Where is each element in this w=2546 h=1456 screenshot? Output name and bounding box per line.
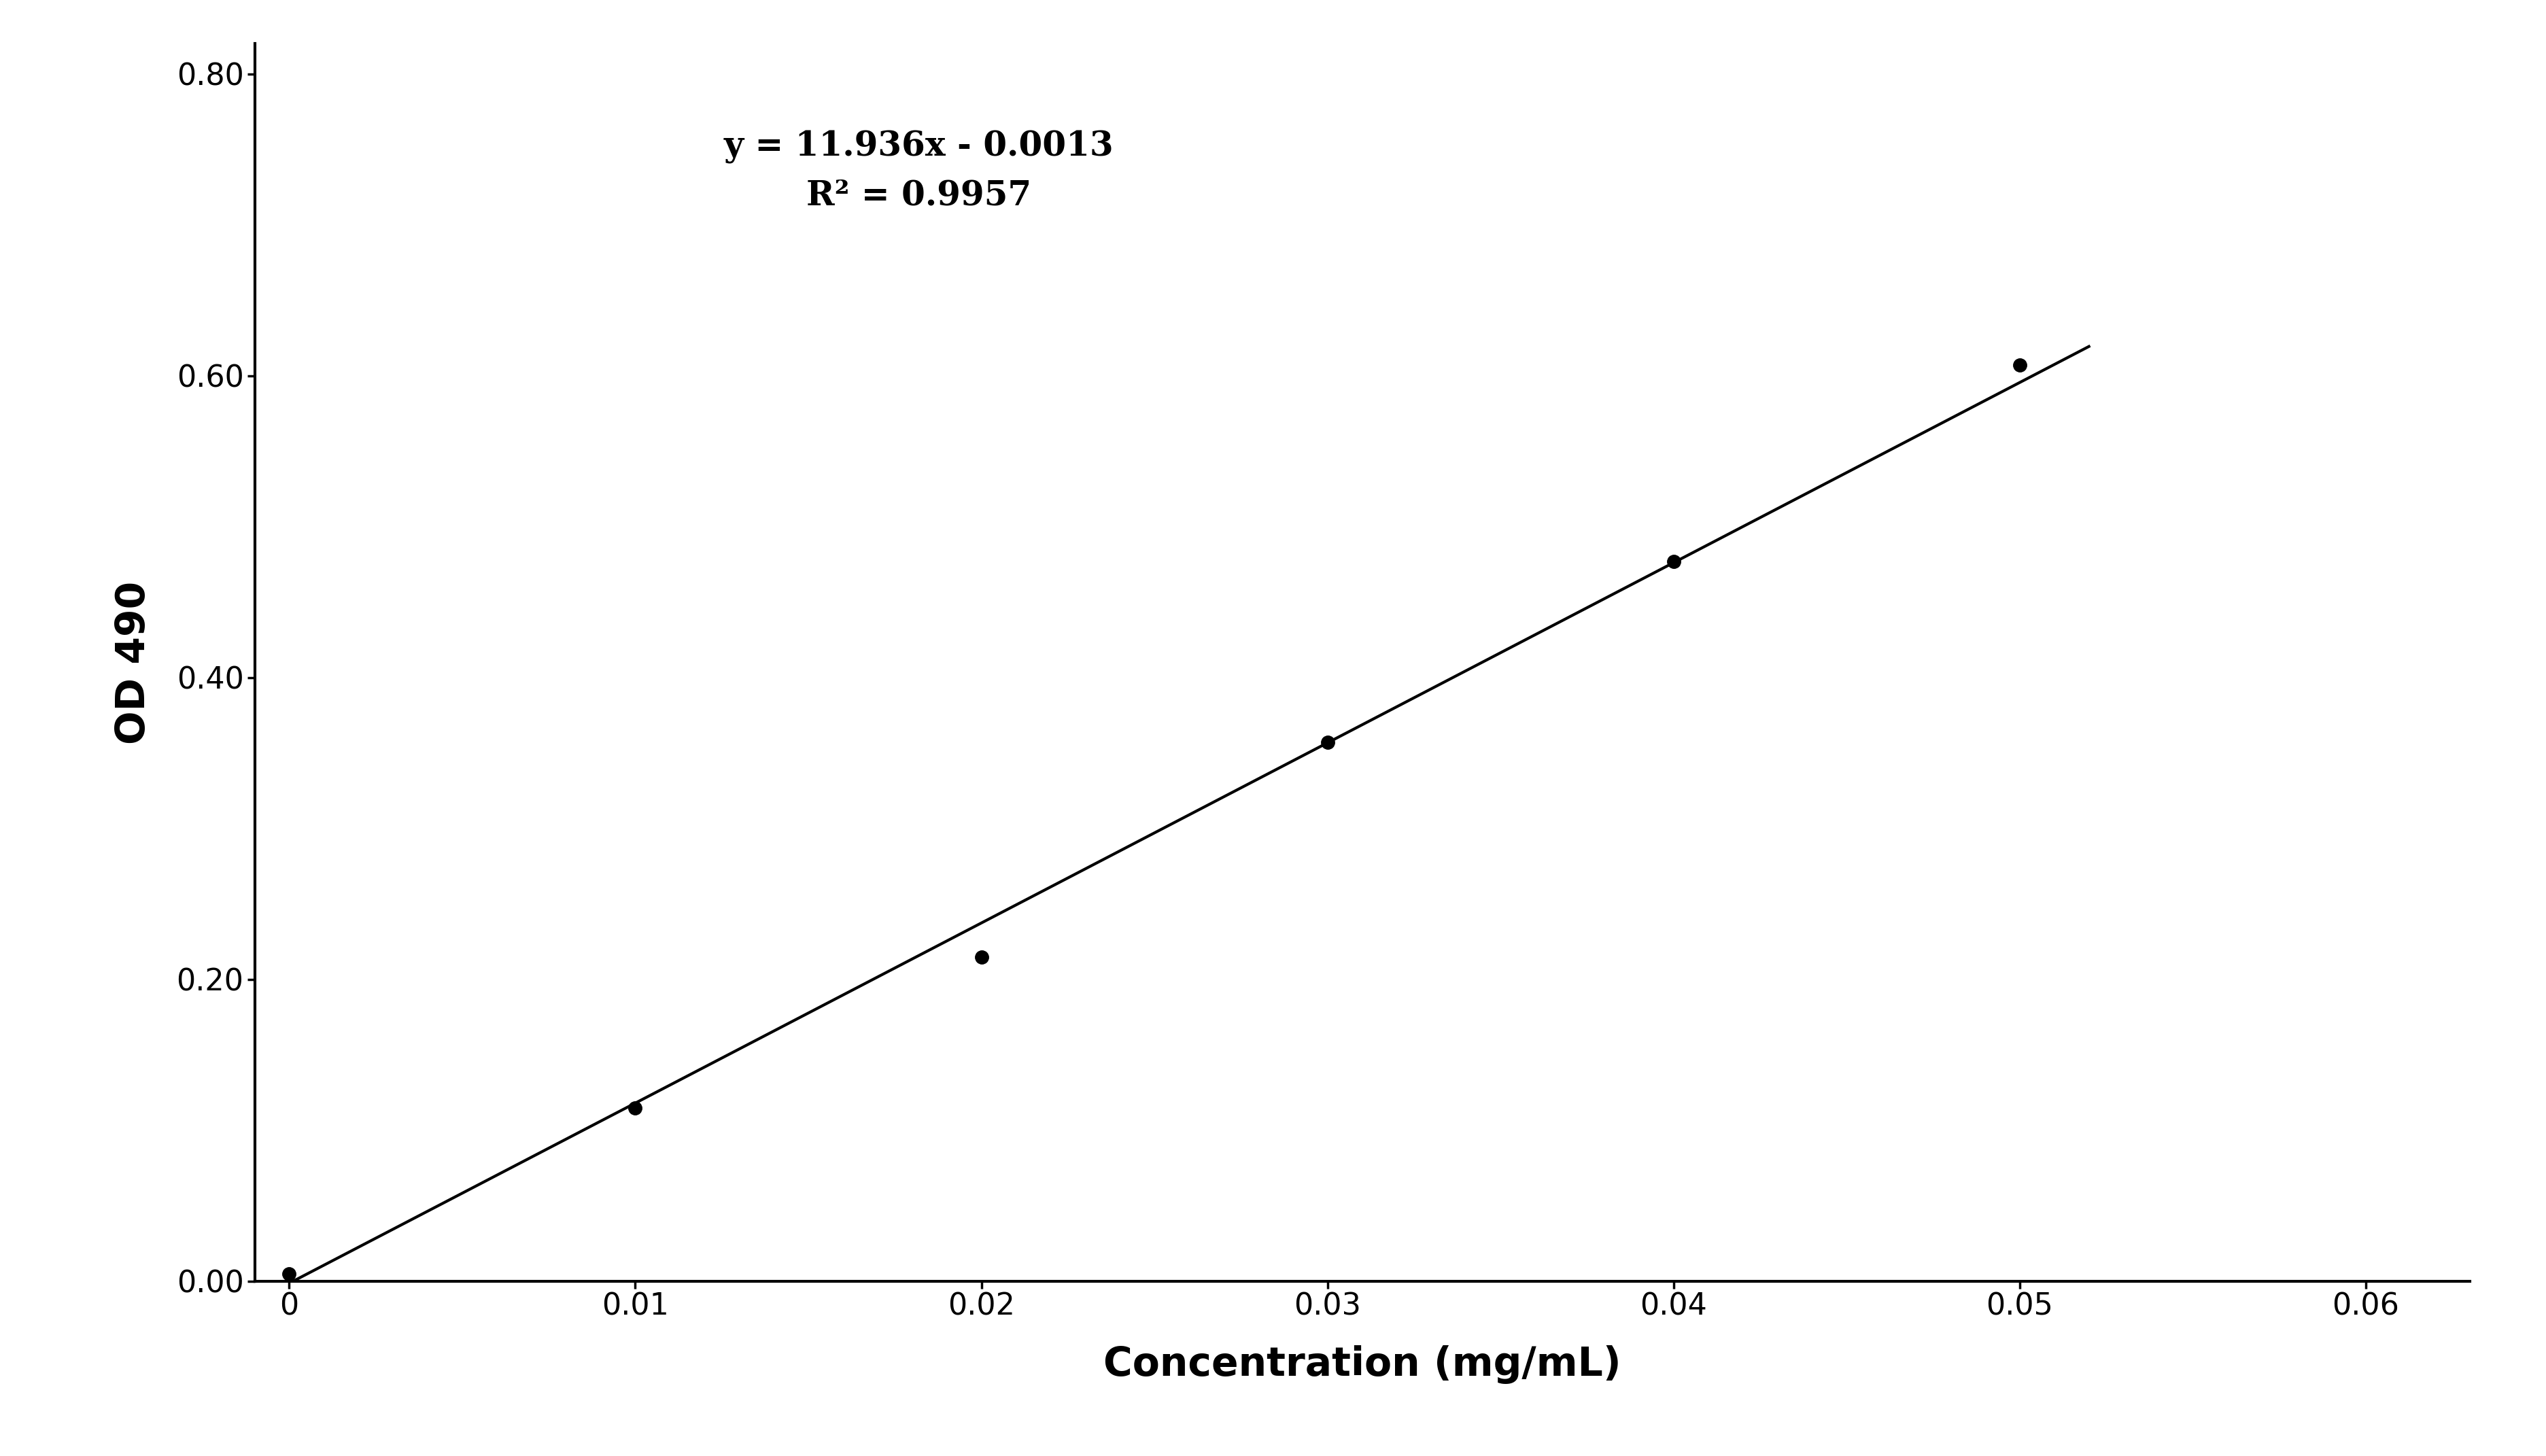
- Point: [1652, 550, 1693, 574]
- Y-axis label: OD 490: OD 490: [115, 581, 153, 744]
- Point: [1306, 731, 1347, 754]
- Point: [616, 1096, 657, 1120]
- Point: [270, 1262, 311, 1286]
- Text: y = 11.936x - 0.0013
R² = 0.9957: y = 11.936x - 0.0013 R² = 0.9957: [723, 131, 1115, 213]
- Point: [1999, 354, 2039, 377]
- Point: [960, 945, 1001, 968]
- X-axis label: Concentration (mg/mL): Concentration (mg/mL): [1102, 1345, 1622, 1383]
